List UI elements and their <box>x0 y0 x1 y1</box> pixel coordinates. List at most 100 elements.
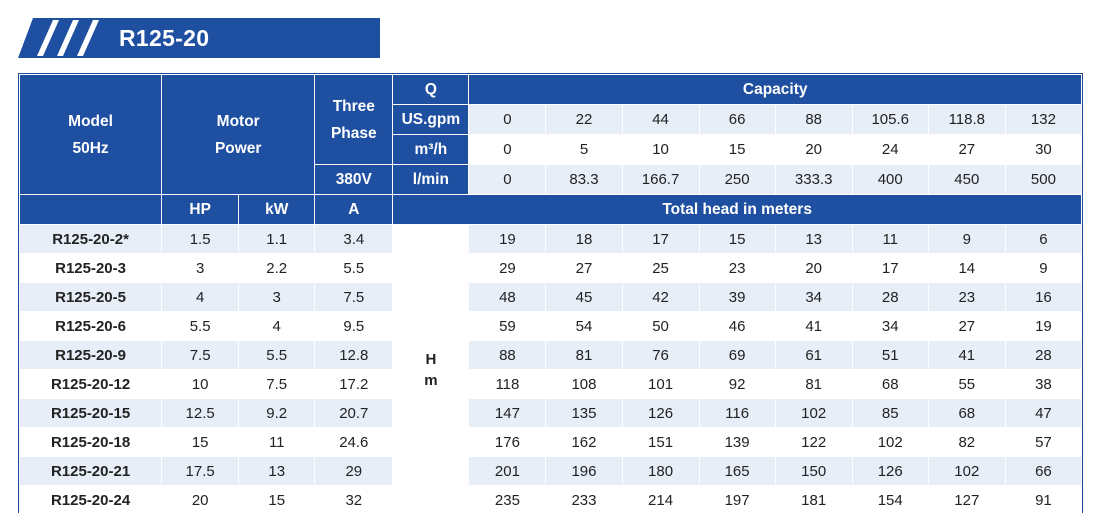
amp-cell: 20.7 <box>314 398 394 428</box>
head-value-cell: 88 <box>468 340 547 370</box>
head-value-cell: 45 <box>545 282 623 312</box>
amp-cell: 12.8 <box>314 340 394 370</box>
head-value-cell: 48 <box>468 282 547 312</box>
head-value-cell: 197 <box>698 485 776 515</box>
head-value-cell: 39 <box>698 282 776 312</box>
head-value-cell: 15 <box>698 224 776 254</box>
page-title: R125-20 <box>119 25 210 51</box>
head-value-cell: 139 <box>698 427 776 457</box>
amp-cell: 3.4 <box>314 224 394 254</box>
head-value-cell: 81 <box>545 340 623 370</box>
hp-cell: 7.5 <box>161 340 240 370</box>
flow-lmin-cell: 0 <box>468 164 547 195</box>
table-row: R125-20-24 20 15 32 235 233 214 197 181 154 127 91 <box>18 485 1083 515</box>
head-unit-h: H <box>425 350 437 368</box>
table-row: R125-20-15 12.5 9.2 20.7 147 135 126 116 102 85 68… <box>18 398 1083 428</box>
model-cell: R125-20-21 <box>18 456 163 486</box>
blank-header-cell <box>18 194 163 225</box>
head-value-cell: 135 <box>545 398 623 428</box>
head-value-cell: 82 <box>927 427 1006 457</box>
model-cell: R125-20-3 <box>18 253 163 283</box>
head-value-cell: 151 <box>621 427 700 457</box>
head-value-cell: 28 <box>1004 340 1083 370</box>
head-value-cell: 6 <box>1004 224 1083 254</box>
flow-m3h-cell: 30 <box>1004 134 1083 165</box>
flow-lmin-cell: 333.3 <box>774 164 853 195</box>
head-value-cell: 20 <box>774 253 853 283</box>
flow-usgpm-cell: 132 <box>1004 104 1083 135</box>
hp-cell: 1.5 <box>161 224 240 254</box>
model-cell: R125-20-12 <box>18 369 163 399</box>
head-value-cell: 9 <box>1004 253 1083 283</box>
head-value-cell: 108 <box>545 369 623 399</box>
head-value-cell: 102 <box>774 398 853 428</box>
hp-cell: 5.5 <box>161 311 240 341</box>
head-value-cell: 162 <box>545 427 623 457</box>
amp-cell: 32 <box>314 485 394 515</box>
head-value-cell: 102 <box>927 456 1006 486</box>
three-phase-header: Three Phase <box>314 74 394 165</box>
head-value-cell: 68 <box>927 398 1006 428</box>
model-cell: R125-20-15 <box>18 398 163 428</box>
header-row-q: Model 50Hz Motor Power Three Phase Q Capaci… <box>18 74 1082 195</box>
kw-cell: 15 <box>238 485 316 515</box>
kw-cell: 5.5 <box>238 340 316 370</box>
flow-lmin-cell: 400 <box>851 164 929 195</box>
unit-lmin: l/min <box>392 164 470 195</box>
flow-usgpm-cell: 22 <box>545 104 623 135</box>
head-value-cell: 92 <box>698 369 776 399</box>
kw-header: kW <box>238 194 316 225</box>
flow-m3h-cell: 5 <box>545 134 623 165</box>
table-row: R125-20-21 17.5 13 29 201 196 180 165 150 126 102 6… <box>18 456 1083 486</box>
title-banner: R125-20 <box>18 18 380 58</box>
hp-cell: 3 <box>161 253 240 283</box>
head-value-cell: 57 <box>1004 427 1083 457</box>
flow-usgpm-cell: 105.6 <box>851 104 929 135</box>
amp-header: A <box>314 194 394 225</box>
head-value-cell: 19 <box>1004 311 1083 341</box>
hp-cell: 12.5 <box>161 398 240 428</box>
head-value-cell: 28 <box>851 282 929 312</box>
model-cell: R125-20-24 <box>18 485 163 515</box>
head-value-cell: 50 <box>621 311 700 341</box>
kw-cell: 13 <box>238 456 316 486</box>
head-value-cell: 91 <box>1004 485 1083 515</box>
model-cell: R125-20-9 <box>18 340 163 370</box>
head-value-cell: 101 <box>621 369 700 399</box>
hp-cell: 15 <box>161 427 240 457</box>
head-value-cell: 214 <box>621 485 700 515</box>
head-value-cell: 14 <box>927 253 1006 283</box>
kw-cell: 7.5 <box>238 369 316 399</box>
performance-table: Model 50Hz Motor Power Three Phase Q Capaci… <box>18 73 1083 515</box>
head-value-cell: 76 <box>621 340 700 370</box>
table-row: R125-20-9 7.5 5.5 12.8 88 81 76 69 61 51 41 28 <box>18 340 1083 370</box>
model-cell: R125-20-5 <box>18 282 163 312</box>
head-value-cell: 19 <box>468 224 547 254</box>
capacity-header: Capacity <box>468 74 1082 105</box>
kw-cell: 11 <box>238 427 316 457</box>
head-value-cell: 85 <box>851 398 929 428</box>
voltage-header: 380V <box>314 164 394 195</box>
head-value-cell: 127 <box>927 485 1006 515</box>
head-value-cell: 102 <box>851 427 929 457</box>
head-value-cell: 180 <box>621 456 700 486</box>
flow-usgpm-cell: 44 <box>621 104 700 135</box>
head-value-cell: 41 <box>774 311 853 341</box>
table-row: R125-20-18 15 11 24.6 176 162 151 139 122 102 82 57 <box>18 427 1083 457</box>
table-row: R125-20-6 5.5 4 9.5 59 54 50 46 41 34 27 19 <box>18 311 1083 341</box>
head-value-cell: 81 <box>774 369 853 399</box>
head-value-cell: 147 <box>468 398 547 428</box>
table-row: R125-20-5 4 3 7.5 48 45 42 39 34 28 23 16 <box>18 282 1083 312</box>
head-value-cell: 116 <box>698 398 776 428</box>
head-value-cell: 27 <box>545 253 623 283</box>
hp-cell: 4 <box>161 282 240 312</box>
banner-stripes-graphic <box>18 18 380 58</box>
flow-lmin-cell: 500 <box>1004 164 1083 195</box>
head-value-cell: 235 <box>468 485 547 515</box>
head-value-cell: 196 <box>545 456 623 486</box>
model-cell: R125-20-2* <box>18 224 163 254</box>
head-value-cell: 68 <box>851 369 929 399</box>
flow-lmin-cell: 450 <box>927 164 1006 195</box>
unit-usgpm: US.gpm <box>392 104 470 135</box>
